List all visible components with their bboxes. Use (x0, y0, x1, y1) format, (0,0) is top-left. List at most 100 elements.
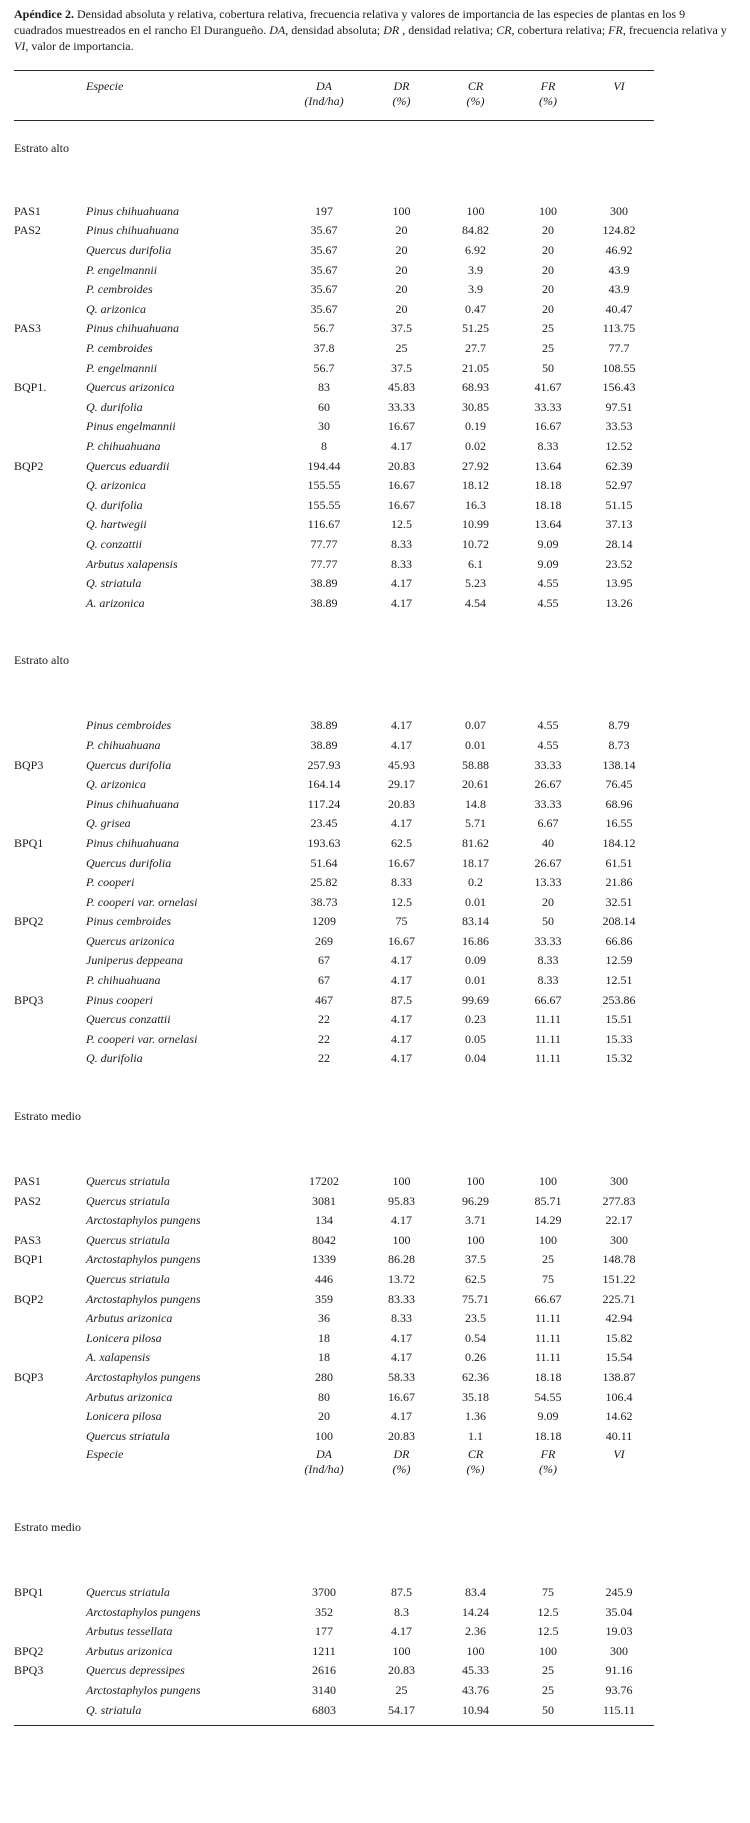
caption-text: Apéndice 2. (14, 7, 74, 21)
table-row: Arbutus arizonica 36 8.33 23.5 11.11 42.94 (14, 1309, 654, 1329)
species-name: Quercus depressipes (86, 1663, 185, 1678)
value-dr: 8.33 (391, 875, 412, 890)
caption-text: DR (383, 22, 400, 37)
value-cr: 58.88 (462, 757, 489, 772)
value-dr: 16.67 (388, 855, 415, 870)
site-code: PAS3 (14, 1232, 41, 1247)
value-da: 22 (318, 1031, 330, 1046)
table-header-row-repeat: Especie DA (Ind/ha) DR (%) CR (%) FR (%) VI (14, 1446, 654, 1480)
header-col-cr: CR (%) (439, 79, 512, 110)
value-da: 22 (318, 1012, 330, 1027)
table-row: PAS2 Quercus striatula 3081 95.83 96.29 85.71… (14, 1191, 654, 1211)
value-vi: 12.59 (605, 953, 633, 968)
value-da: 25.82 (310, 875, 338, 890)
value-vi: 277.83 (602, 1193, 636, 1208)
species-name: Quercus arizonica (86, 380, 175, 395)
value-vi: 138.14 (602, 757, 636, 772)
value-dr: 100 (392, 1232, 411, 1247)
value-fr: 4.55 (537, 737, 559, 752)
value-fr: 9.09 (537, 536, 559, 551)
value-vi: 51.15 (605, 497, 633, 512)
value-vi: 151.22 (602, 1272, 636, 1286)
table-row: Pinus chihuahuana 117.24 20.83 14.8 33.33 68.… (14, 794, 654, 814)
table-row: A. xalapensis 18 4.17 0.26 11.11 15.54 (14, 1348, 654, 1368)
caption-text: Densidad absoluta y relativa, cobertura … (14, 7, 686, 37)
value-cr: 100 (466, 1232, 485, 1247)
value-dr: 4.17 (391, 953, 412, 968)
species-name: Arbutus arizonica (86, 1311, 173, 1326)
value-vi: 156.43 (602, 380, 636, 395)
value-da: 23.45 (310, 816, 338, 831)
value-da: 22 (318, 1051, 330, 1066)
table-row: P. chihuahuana 38.89 4.17 0.01 4.55 8.73 (14, 736, 654, 756)
value-fr: 25 (542, 1663, 554, 1678)
value-cr: 0.02 (465, 439, 486, 453)
value-da: 77.77 (310, 536, 338, 551)
header-unit-fr: (%) (539, 1462, 557, 1477)
table-row: Juniperus deppeana 67 4.17 0.09 8.33 12.59 (14, 951, 654, 971)
species-name: Arctostaphylos pungens (86, 1291, 201, 1306)
value-da: 257.93 (307, 757, 341, 772)
table-row: Quercus conzattii 22 4.17 0.23 11.11 15.51 (14, 1010, 654, 1030)
value-dr: 83.33 (388, 1291, 415, 1306)
value-cr: 5.23 (465, 576, 486, 591)
table-row: PAS1 Quercus striatula 17202 100 100 100 300 (14, 1172, 654, 1192)
value-fr: 66.67 (534, 1291, 562, 1306)
value-fr: 13.33 (534, 875, 562, 890)
value-dr: 25 (395, 341, 408, 356)
value-dr: 16.67 (388, 933, 415, 948)
value-fr: 50 (542, 360, 554, 375)
species-name: Arctostaphylos pungens (86, 1604, 201, 1619)
value-cr: 16.3 (465, 497, 486, 512)
value-vi: 61.51 (605, 855, 633, 870)
header-abbr-vi: VI (613, 1447, 625, 1462)
value-cr: 37.5 (465, 1252, 486, 1267)
table-row: BQP1 Arctostaphylos pungens 1339 86.28 37.5 2… (14, 1250, 654, 1270)
value-fr: 26.67 (534, 777, 562, 792)
value-da: 3700 (312, 1585, 336, 1600)
value-da: 17202 (309, 1174, 339, 1189)
header-especie: Especie (86, 78, 124, 93)
caption-text: , densidad absoluta; (285, 22, 384, 37)
value-vi: 33.53 (605, 419, 633, 434)
species-name: Q. grisea (86, 816, 131, 831)
value-vi: 16.55 (605, 816, 633, 831)
value-fr: 50 (542, 1702, 554, 1717)
site-code: PAS2 (14, 223, 41, 238)
value-vi: 22.17 (605, 1213, 633, 1228)
appendix-table: Especie DA (Ind/ha) DR (%) CR (%) FR (%)… (14, 69, 654, 1726)
value-fr: 25 (542, 341, 554, 356)
caption-text: , frecuencia relativa y (622, 22, 727, 37)
value-dr: 20.83 (388, 1663, 415, 1678)
value-cr: 27.7 (465, 341, 486, 356)
table-row: P. engelmannii 35.67 20 3.9 20 43.9 (14, 260, 654, 280)
value-da: 30 (318, 419, 330, 434)
value-fr: 40 (542, 835, 554, 850)
table-row: P. cooperi var. ornelasi 22 4.17 0.05 11.11 1… (14, 1030, 654, 1050)
value-cr: 10.94 (462, 1702, 489, 1717)
value-fr: 54.55 (534, 1389, 562, 1404)
value-cr: 3.9 (468, 282, 483, 297)
value-da: 35.67 (310, 282, 338, 297)
table-row: Quercus arizonica 269 16.67 16.86 33.33 66.86 (14, 932, 654, 952)
value-fr: 100 (539, 1643, 557, 1658)
header-unit-dr: (%) (392, 1462, 411, 1477)
value-da: 35.67 (310, 223, 338, 238)
value-fr: 100 (539, 1174, 557, 1189)
value-vi: 8.73 (608, 737, 630, 752)
species-name: Arctostaphylos pungens (86, 1683, 201, 1698)
value-dr: 8.33 (391, 536, 412, 551)
value-da: 38.89 (310, 576, 338, 591)
value-dr: 4.17 (391, 816, 412, 831)
value-dr: 4.17 (391, 973, 412, 988)
value-da: 2616 (312, 1663, 336, 1678)
value-vi: 37.13 (605, 517, 633, 532)
value-vi: 15.33 (605, 1031, 633, 1046)
species-name: Lonicera pilosa (86, 1330, 162, 1345)
table-row: BQP2 Arctostaphylos pungens 359 83.33 75.71 6… (14, 1289, 654, 1309)
header-col-dr: DR (%) (364, 1447, 439, 1478)
table-row: P. cembroides 37.8 25 27.7 25 77.7 (14, 339, 654, 359)
value-vi: 138.87 (602, 1369, 636, 1384)
table-row: BPQ1 Quercus striatula 3700 87.5 83.4 75 245.9 (14, 1583, 654, 1603)
header-col-fr: FR (%) (512, 1447, 584, 1478)
